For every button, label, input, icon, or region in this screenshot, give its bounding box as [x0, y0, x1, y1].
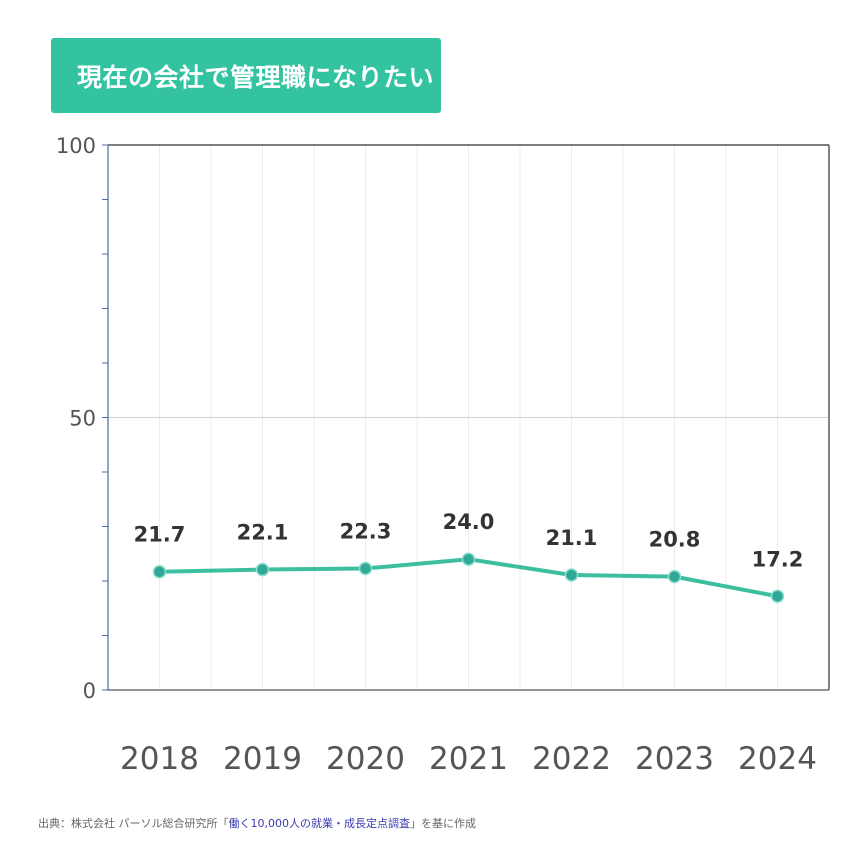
x-tick-label: 2024 [738, 741, 817, 777]
source-prefix: 出典：株式会社 パーソル総合研究所「 [38, 817, 229, 830]
chart-title: 現在の会社で管理職になりたい [77, 62, 435, 92]
data-point [667, 569, 682, 584]
data-point [358, 561, 373, 576]
data-label: 22.1 [237, 521, 289, 545]
data-point [564, 568, 579, 582]
data-label: 24.0 [443, 510, 495, 534]
data-label: 20.8 [649, 528, 701, 552]
x-tick-label: 2020 [326, 741, 405, 777]
x-tick-label: 2018 [120, 741, 199, 777]
x-tick-label: 2023 [635, 741, 714, 777]
x-tick-label: 2019 [223, 741, 302, 777]
y-tick-label: 50 [69, 407, 96, 431]
source-link[interactable]: 働く10,000人の就業・成長定点調査 [228, 817, 411, 830]
chart-title-badge: 現在の会社で管理職になりたい [51, 38, 441, 113]
data-label: 21.1 [546, 526, 598, 550]
data-point [461, 552, 476, 566]
data-label: 17.2 [752, 547, 804, 571]
x-tick-label: 2022 [532, 741, 611, 777]
x-tick-label: 2021 [429, 741, 508, 777]
data-label: 21.7 [134, 523, 186, 547]
y-tick-label: 100 [56, 134, 96, 158]
data-point [152, 564, 167, 579]
source-suffix: 」を基に作成 [410, 817, 476, 830]
data-point [255, 562, 270, 577]
data-point [770, 589, 785, 604]
y-tick-label: 0 [83, 679, 96, 703]
data-label: 22.3 [340, 519, 392, 543]
source-note: 出典：株式会社 パーソル総合研究所「働く10,000人の就業・成長定点調査」を基… [38, 815, 476, 831]
